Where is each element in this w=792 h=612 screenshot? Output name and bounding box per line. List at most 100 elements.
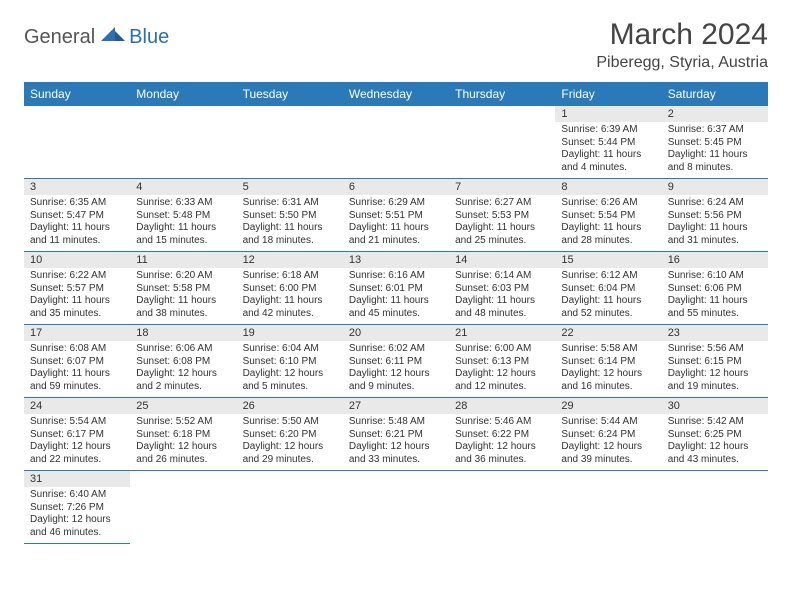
day-info: Sunrise: 6:22 AMSunset: 5:57 PMDaylight:… (24, 268, 130, 324)
daylight-text: Daylight: 11 hours and 28 minutes. (561, 222, 655, 247)
day-number: 5 (237, 179, 343, 195)
calendar-day-cell: 14Sunrise: 6:14 AMSunset: 6:03 PMDayligh… (449, 252, 555, 325)
sunset-text: Sunset: 6:00 PM (243, 283, 337, 296)
daylight-text: Daylight: 11 hours and 31 minutes. (668, 222, 762, 247)
calendar-day-cell: 15Sunrise: 6:12 AMSunset: 6:04 PMDayligh… (555, 252, 661, 325)
sunset-text: Sunset: 7:26 PM (30, 502, 124, 515)
daylight-text: Daylight: 12 hours and 22 minutes. (30, 441, 124, 466)
sunrise-text: Sunrise: 6:39 AM (561, 124, 655, 137)
daylight-text: Daylight: 11 hours and 25 minutes. (455, 222, 549, 247)
calendar-day-cell: 2Sunrise: 6:37 AMSunset: 5:45 PMDaylight… (662, 106, 768, 179)
sunrise-text: Sunrise: 6:14 AM (455, 270, 549, 283)
daylight-text: Daylight: 12 hours and 12 minutes. (455, 368, 549, 393)
day-info: Sunrise: 6:39 AMSunset: 5:44 PMDaylight:… (555, 122, 661, 178)
sunset-text: Sunset: 5:51 PM (349, 210, 443, 223)
day-info: Sunrise: 6:40 AMSunset: 7:26 PMDaylight:… (24, 487, 130, 543)
sunrise-text: Sunrise: 5:56 AM (668, 343, 762, 356)
daylight-text: Daylight: 11 hours and 8 minutes. (668, 149, 762, 174)
sunset-text: Sunset: 6:11 PM (349, 356, 443, 369)
sunrise-text: Sunrise: 6:31 AM (243, 197, 337, 210)
daylight-text: Daylight: 12 hours and 2 minutes. (136, 368, 230, 393)
calendar-day-cell: 13Sunrise: 6:16 AMSunset: 6:01 PMDayligh… (343, 252, 449, 325)
daylight-text: Daylight: 12 hours and 36 minutes. (455, 441, 549, 466)
day-info: Sunrise: 5:44 AMSunset: 6:24 PMDaylight:… (555, 414, 661, 470)
calendar-day-cell: 28Sunrise: 5:46 AMSunset: 6:22 PMDayligh… (449, 398, 555, 471)
sunset-text: Sunset: 5:50 PM (243, 210, 337, 223)
calendar-week-row: 31Sunrise: 6:40 AMSunset: 7:26 PMDayligh… (24, 471, 768, 544)
day-number: 1 (555, 106, 661, 122)
calendar-week-row: 3Sunrise: 6:35 AMSunset: 5:47 PMDaylight… (24, 179, 768, 252)
sunset-text: Sunset: 5:54 PM (561, 210, 655, 223)
day-header: Sunday (24, 82, 130, 106)
calendar-day-cell: 17Sunrise: 6:08 AMSunset: 6:07 PMDayligh… (24, 325, 130, 398)
sunset-text: Sunset: 5:45 PM (668, 137, 762, 150)
sunrise-text: Sunrise: 6:35 AM (30, 197, 124, 210)
calendar-day-cell: 26Sunrise: 5:50 AMSunset: 6:20 PMDayligh… (237, 398, 343, 471)
calendar-day-cell (343, 471, 449, 544)
day-number: 29 (555, 398, 661, 414)
calendar-day-cell: 20Sunrise: 6:02 AMSunset: 6:11 PMDayligh… (343, 325, 449, 398)
calendar-table: Sunday Monday Tuesday Wednesday Thursday… (24, 82, 768, 544)
calendar-day-cell: 7Sunrise: 6:27 AMSunset: 5:53 PMDaylight… (449, 179, 555, 252)
calendar-week-row: 24Sunrise: 5:54 AMSunset: 6:17 PMDayligh… (24, 398, 768, 471)
sunrise-text: Sunrise: 6:40 AM (30, 489, 124, 502)
sunset-text: Sunset: 6:01 PM (349, 283, 443, 296)
calendar-day-cell (130, 106, 236, 179)
sunrise-text: Sunrise: 6:12 AM (561, 270, 655, 283)
daylight-text: Daylight: 11 hours and 52 minutes. (561, 295, 655, 320)
day-number (24, 106, 130, 122)
day-info: Sunrise: 6:08 AMSunset: 6:07 PMDaylight:… (24, 341, 130, 397)
calendar-day-cell: 1Sunrise: 6:39 AMSunset: 5:44 PMDaylight… (555, 106, 661, 179)
sunrise-text: Sunrise: 6:18 AM (243, 270, 337, 283)
daylight-text: Daylight: 12 hours and 33 minutes. (349, 441, 443, 466)
day-number: 16 (662, 252, 768, 268)
day-info: Sunrise: 6:26 AMSunset: 5:54 PMDaylight:… (555, 195, 661, 251)
sunset-text: Sunset: 5:48 PM (136, 210, 230, 223)
day-number: 9 (662, 179, 768, 195)
day-number: 18 (130, 325, 236, 341)
sunset-text: Sunset: 6:14 PM (561, 356, 655, 369)
calendar-day-cell: 21Sunrise: 6:00 AMSunset: 6:13 PMDayligh… (449, 325, 555, 398)
day-info: Sunrise: 6:00 AMSunset: 6:13 PMDaylight:… (449, 341, 555, 397)
sunset-text: Sunset: 6:21 PM (349, 429, 443, 442)
day-number: 28 (449, 398, 555, 414)
day-number: 8 (555, 179, 661, 195)
day-info: Sunrise: 6:33 AMSunset: 5:48 PMDaylight:… (130, 195, 236, 251)
day-number: 25 (130, 398, 236, 414)
sunset-text: Sunset: 6:08 PM (136, 356, 230, 369)
calendar-day-cell: 23Sunrise: 5:56 AMSunset: 6:15 PMDayligh… (662, 325, 768, 398)
calendar-week-row: 17Sunrise: 6:08 AMSunset: 6:07 PMDayligh… (24, 325, 768, 398)
day-info: Sunrise: 6:12 AMSunset: 6:04 PMDaylight:… (555, 268, 661, 324)
calendar-week-row: 1Sunrise: 6:39 AMSunset: 5:44 PMDaylight… (24, 106, 768, 179)
day-info: Sunrise: 6:04 AMSunset: 6:10 PMDaylight:… (237, 341, 343, 397)
day-number: 4 (130, 179, 236, 195)
calendar-day-cell: 31Sunrise: 6:40 AMSunset: 7:26 PMDayligh… (24, 471, 130, 544)
sunset-text: Sunset: 5:58 PM (136, 283, 230, 296)
sunrise-text: Sunrise: 6:00 AM (455, 343, 549, 356)
sunrise-text: Sunrise: 6:16 AM (349, 270, 443, 283)
day-number: 13 (343, 252, 449, 268)
sunrise-text: Sunrise: 6:29 AM (349, 197, 443, 210)
day-header: Thursday (449, 82, 555, 106)
day-number: 12 (237, 252, 343, 268)
calendar-day-cell: 9Sunrise: 6:24 AMSunset: 5:56 PMDaylight… (662, 179, 768, 252)
day-number (449, 106, 555, 122)
daylight-text: Daylight: 11 hours and 42 minutes. (243, 295, 337, 320)
sunset-text: Sunset: 6:10 PM (243, 356, 337, 369)
sunrise-text: Sunrise: 6:06 AM (136, 343, 230, 356)
sunset-text: Sunset: 6:07 PM (30, 356, 124, 369)
sunset-text: Sunset: 5:57 PM (30, 283, 124, 296)
daylight-text: Daylight: 11 hours and 59 minutes. (30, 368, 124, 393)
day-info: Sunrise: 6:35 AMSunset: 5:47 PMDaylight:… (24, 195, 130, 251)
daylight-text: Daylight: 11 hours and 11 minutes. (30, 222, 124, 247)
day-info: Sunrise: 6:29 AMSunset: 5:51 PMDaylight:… (343, 195, 449, 251)
calendar-day-cell: 6Sunrise: 6:29 AMSunset: 5:51 PMDaylight… (343, 179, 449, 252)
calendar-day-cell: 30Sunrise: 5:42 AMSunset: 6:25 PMDayligh… (662, 398, 768, 471)
day-header: Monday (130, 82, 236, 106)
day-number: 7 (449, 179, 555, 195)
day-info: Sunrise: 6:02 AMSunset: 6:11 PMDaylight:… (343, 341, 449, 397)
daylight-text: Daylight: 12 hours and 26 minutes. (136, 441, 230, 466)
calendar-day-cell: 12 Sunrise: 6:18 AMSunset: 6:00 PMDayligh… (237, 252, 343, 325)
day-number: 22 (555, 325, 661, 341)
sunrise-text: Sunrise: 5:42 AM (668, 416, 762, 429)
